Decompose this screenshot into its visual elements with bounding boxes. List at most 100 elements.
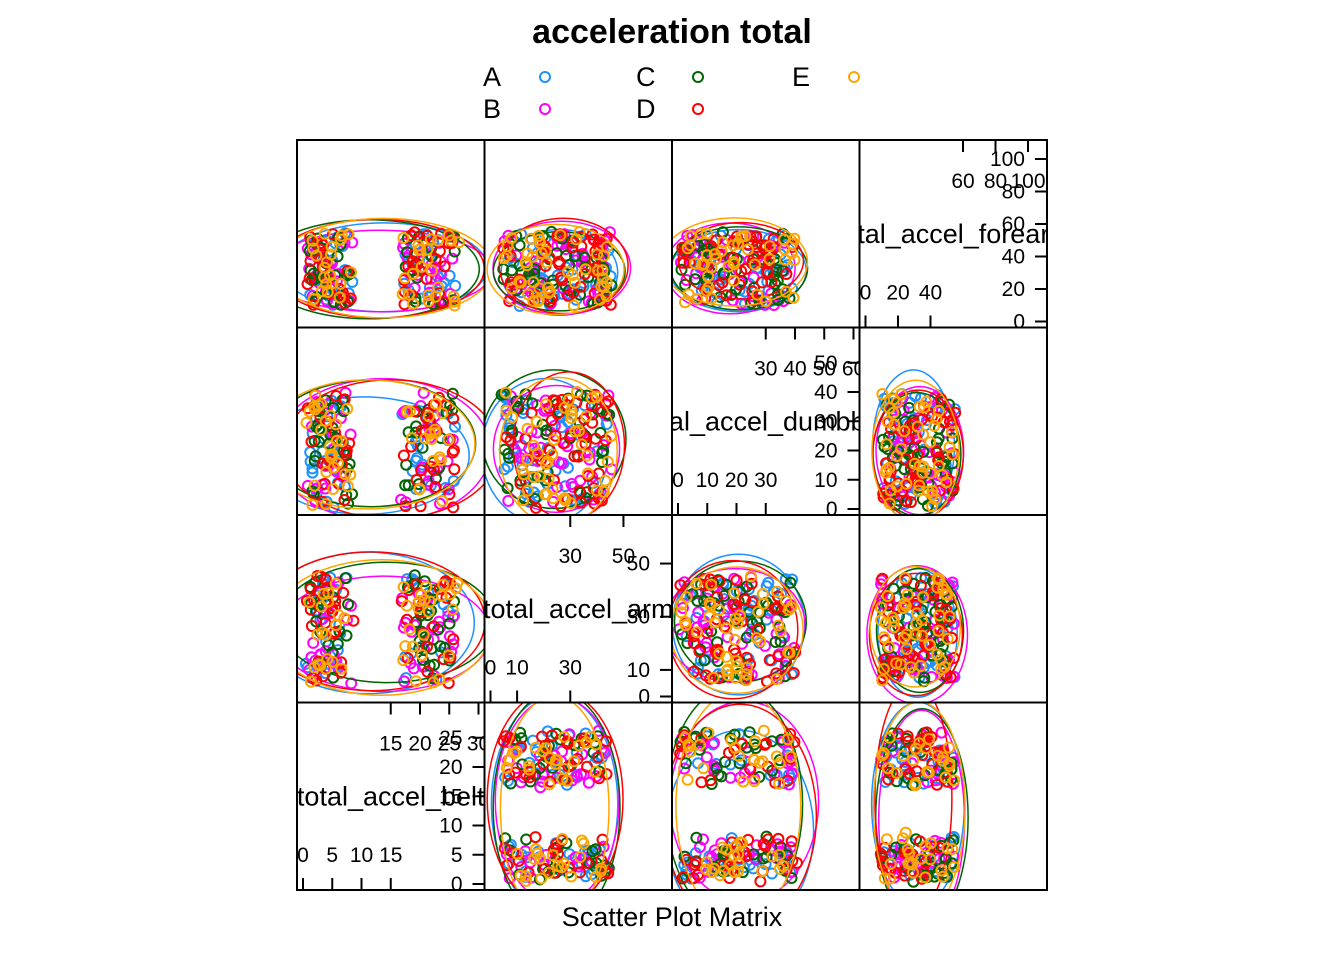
data-point-e	[750, 632, 763, 645]
data-point-e	[516, 463, 529, 476]
data-point-b	[602, 389, 615, 402]
data-point-b	[887, 430, 900, 443]
data-point-c	[878, 440, 891, 453]
data-point-e	[916, 466, 929, 479]
data-point-e	[577, 837, 590, 850]
data-point-c	[510, 395, 523, 408]
data-point-b	[728, 572, 741, 585]
data-point-e	[327, 483, 340, 495]
data-point-e	[771, 585, 783, 598]
data-point-d	[772, 832, 785, 845]
data-point-d	[500, 431, 513, 444]
data-point-e	[766, 850, 779, 863]
group-ellipse-b	[672, 702, 820, 890]
data-point-d	[754, 875, 767, 888]
data-point-e	[531, 447, 544, 460]
data-point-d	[523, 771, 536, 784]
data-point-e	[917, 591, 929, 604]
data-point-e	[558, 763, 571, 775]
data-point-c	[733, 757, 746, 770]
data-point-e	[543, 778, 556, 791]
data-point-e	[558, 730, 571, 743]
data-point-e	[543, 752, 556, 764]
data-point-d	[918, 866, 930, 879]
data-point-e	[565, 404, 578, 417]
data-point-e	[923, 733, 935, 745]
data-point-e	[554, 229, 567, 242]
group-ellipse-a	[490, 702, 619, 890]
data-point-e	[913, 459, 926, 472]
data-point-e	[437, 578, 450, 591]
data-point-e	[675, 606, 688, 619]
panel-r2-c0	[296, 514, 486, 704]
data-point-e	[431, 234, 444, 247]
data-point-d	[740, 850, 753, 863]
tick-label: 100	[990, 148, 1025, 171]
tick-label: 15	[379, 733, 402, 756]
tick-label: 80	[984, 170, 1007, 193]
data-point-e	[876, 674, 889, 687]
data-point-a	[559, 480, 572, 493]
data-point-c	[536, 418, 549, 431]
data-point-e	[684, 745, 697, 758]
data-point-e	[558, 401, 571, 414]
data-point-e	[310, 249, 323, 262]
data-point-e	[442, 433, 455, 446]
data-point-e	[579, 263, 592, 276]
data-point-e	[591, 248, 604, 261]
data-point-e	[546, 849, 559, 862]
data-point-d	[427, 620, 440, 633]
legend-label-c: C	[636, 62, 656, 92]
data-point-e	[315, 600, 328, 613]
data-point-e	[416, 649, 428, 662]
tick-label: 50	[612, 545, 635, 568]
data-point-e	[324, 448, 337, 461]
data-point-a	[915, 571, 927, 584]
data-point-d	[745, 577, 758, 590]
data-point-c	[540, 424, 553, 437]
data-point-e	[312, 399, 325, 412]
group-ellipse-e	[675, 702, 802, 890]
data-point-d	[556, 393, 569, 406]
data-point-e	[500, 761, 513, 774]
data-point-d	[420, 272, 433, 285]
data-point-d	[600, 232, 613, 245]
group-ellipse-e	[871, 379, 960, 515]
data-point-e	[422, 295, 435, 308]
data-point-e	[785, 601, 798, 614]
data-point-e	[434, 454, 447, 467]
data-point-d	[447, 412, 460, 425]
tick-label: 0	[860, 282, 872, 305]
group-ellipse-c	[492, 702, 621, 890]
data-point-d	[751, 623, 764, 636]
data-point-e	[881, 590, 894, 602]
data-point-e	[506, 282, 518, 295]
panel-r0-c1	[483, 139, 673, 329]
data-point-e	[756, 865, 769, 878]
data-point-e	[335, 229, 348, 242]
data-point-e	[530, 415, 543, 428]
data-point-e	[514, 276, 527, 289]
data-point-b	[708, 736, 720, 749]
data-point-a	[889, 475, 902, 488]
panel-r2-c3	[858, 514, 1048, 704]
data-point-e	[695, 227, 708, 240]
data-point-d	[944, 671, 957, 684]
data-point-e	[596, 264, 609, 277]
data-point-e	[419, 432, 432, 445]
data-point-e	[314, 659, 327, 672]
data-point-e	[546, 448, 559, 461]
data-point-e	[436, 407, 449, 420]
data-point-e	[732, 237, 745, 250]
group-ellipse-e	[499, 702, 610, 890]
data-point-e	[601, 241, 613, 253]
panel-r2-c2	[671, 514, 861, 704]
data-point-e	[700, 863, 713, 876]
data-point-c	[339, 572, 352, 585]
data-point-a	[743, 628, 756, 641]
data-point-e	[788, 254, 801, 267]
data-point-c	[711, 636, 724, 649]
data-point-e	[770, 673, 783, 686]
data-point-e	[309, 403, 322, 416]
